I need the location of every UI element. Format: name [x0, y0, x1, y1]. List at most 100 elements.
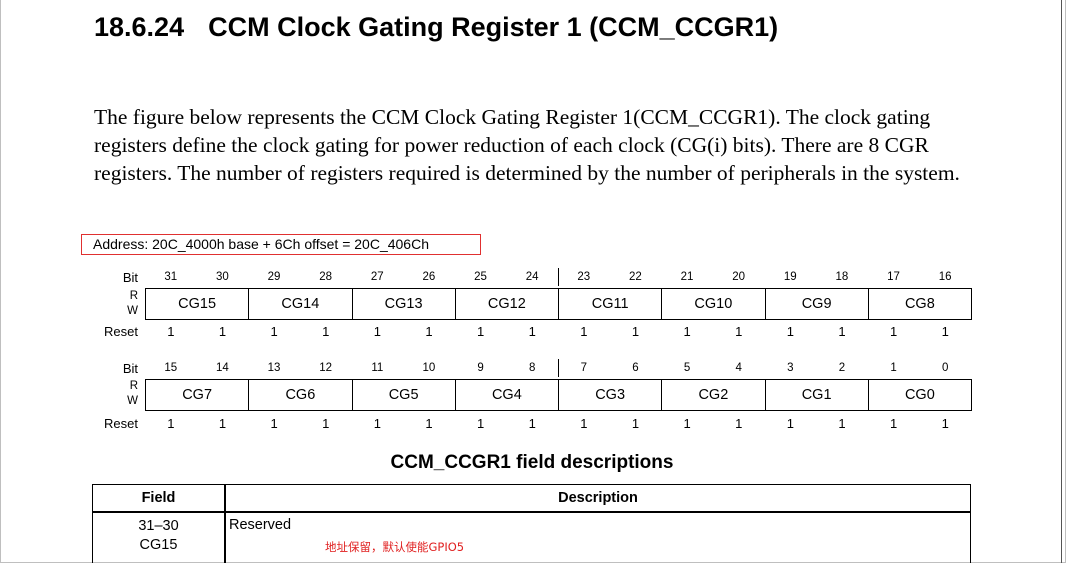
bit-number: 11 [371, 362, 384, 374]
register-field: CG14 [248, 288, 352, 320]
r-label: R [129, 380, 138, 392]
reset-value: 1 [476, 324, 485, 339]
bit-number: 2 [838, 362, 846, 374]
reset-value: 1 [941, 324, 949, 339]
register-field: CG5 [351, 379, 455, 411]
reset-value: 1 [889, 324, 898, 339]
register-field: CG8 [867, 288, 972, 320]
register-field: CG6 [248, 379, 352, 411]
bit-number: 22 [629, 271, 642, 283]
table-title: CCM_CCGR1 field descriptions [390, 452, 674, 473]
reset-value: 1 [631, 416, 640, 431]
section-number: 18.6.24 [94, 12, 185, 42]
bit-number: 28 [319, 271, 333, 283]
bit-number: 31 [164, 271, 178, 283]
red-annotation: 地址保留，默认使能GPIO5 [325, 540, 465, 554]
bit-number: 0 [941, 362, 949, 374]
bit-number: 27 [370, 271, 384, 283]
row-field-name: CG15 [139, 537, 178, 553]
bit-number: 1 [890, 362, 897, 374]
bit-number: 26 [422, 271, 436, 283]
bit-number: 24 [525, 271, 539, 283]
reset-value: 1 [322, 416, 330, 431]
section-title: CCM Clock Gating Register 1 (CCM_CCGR1) [208, 12, 779, 42]
reset-value: 1 [838, 324, 846, 339]
reset-value: 1 [786, 416, 794, 431]
reset-label: Reset [104, 416, 138, 431]
table-header-row: Field Description [93, 485, 970, 513]
reset-value: 1 [167, 416, 175, 431]
byte-separator [558, 268, 559, 286]
bit-label: Bit [122, 270, 138, 285]
reset-value: 1 [270, 416, 278, 431]
reset-value: 1 [889, 416, 898, 431]
bit-number: 17 [887, 271, 900, 283]
register-field: CG13 [351, 288, 455, 320]
intro-paragraph: The figure below represents the CCM Cloc… [94, 105, 960, 185]
bit-label: Bit [122, 361, 138, 376]
reset-value: 1 [580, 416, 588, 431]
register-field: CG0 [867, 379, 972, 411]
page-edge [1061, 0, 1062, 563]
row-bits: 31–30 [138, 518, 179, 534]
reset-value: 1 [838, 416, 846, 431]
bit-number: 3 [787, 362, 794, 374]
bit-number: 9 [477, 362, 484, 374]
w-label: W [127, 395, 138, 407]
address-line: Address: 20C_4000h base + 6Ch offset = 2… [81, 234, 481, 255]
reset-value: 1 [270, 324, 278, 339]
bit-number: 12 [319, 362, 333, 374]
register-field: CG3 [558, 379, 662, 411]
bit-number: 15 [164, 362, 178, 374]
bit-number: 6 [632, 362, 639, 374]
header-field: Field [141, 490, 176, 506]
r-label: R [129, 290, 138, 302]
register-field: CG4 [454, 379, 558, 411]
reset-value: 1 [786, 324, 794, 339]
register-field: CG1 [764, 379, 868, 411]
bit-number: 5 [683, 362, 691, 374]
w-label: W [127, 305, 138, 317]
column-divider [224, 485, 226, 563]
register-field: CG15 [145, 288, 249, 320]
bit-number: 10 [422, 362, 436, 374]
reset-value: 1 [425, 416, 433, 431]
reset-value: 1 [735, 324, 743, 339]
field-descriptions-table: Field Description 31–30 CG15 Reserved [92, 484, 971, 563]
reset-value: 1 [631, 324, 640, 339]
reset-value: 1 [218, 416, 227, 431]
bit-number: 19 [783, 271, 797, 283]
reset-value: 1 [528, 324, 536, 339]
bit-number: 7 [580, 362, 588, 374]
reset-value: 1 [683, 324, 691, 339]
bit-number: 4 [735, 362, 742, 374]
register-field: CG9 [764, 288, 868, 320]
bit-number: 16 [938, 271, 952, 283]
register-field: CG2 [661, 379, 765, 411]
reset-value: 1 [580, 324, 588, 339]
header-description: Description [558, 490, 638, 506]
bit-number: 18 [835, 271, 849, 283]
register-field: CG10 [661, 288, 765, 320]
reset-value: 1 [735, 416, 743, 431]
reset-value: 1 [528, 416, 536, 431]
reset-value: 1 [167, 324, 175, 339]
row-description: Reserved [229, 517, 292, 533]
table-row: 31–30 CG15 [93, 517, 224, 555]
bit-number: 14 [216, 362, 229, 374]
bit-number: 20 [732, 271, 746, 283]
section-heading: 18.6.24 CCM Clock Gating Register 1 (CCM_… [94, 12, 778, 43]
bit-number: 30 [216, 271, 229, 283]
reset-value: 1 [218, 324, 227, 339]
bit-number: 13 [267, 362, 281, 374]
reset-value: 1 [683, 416, 691, 431]
reset-value: 1 [373, 324, 381, 339]
bit-number: 8 [528, 362, 536, 374]
bit-number: 23 [577, 271, 591, 283]
bit-number: 25 [474, 271, 487, 283]
register-field: CG12 [454, 288, 558, 320]
byte-separator [558, 359, 559, 377]
bit-number: 21 [680, 271, 694, 283]
register-field: CG11 [558, 288, 662, 320]
register-field: CG7 [145, 379, 249, 411]
